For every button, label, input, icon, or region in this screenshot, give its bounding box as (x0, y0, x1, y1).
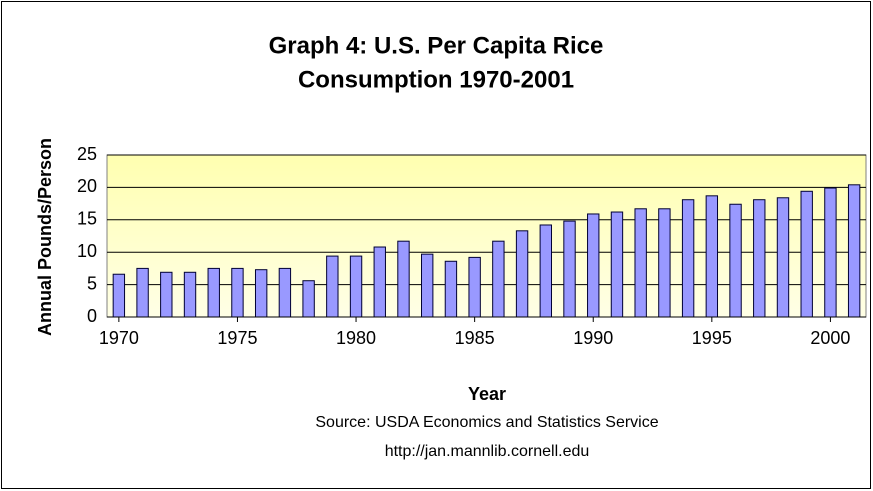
bar (847, 184, 861, 318)
chart-title: Consumption 1970-2001 (298, 66, 574, 93)
bar (421, 253, 434, 318)
bar (824, 187, 837, 318)
source-note: Source: USDA Economics and Statistics Se… (315, 414, 658, 431)
plot-area (106, 154, 867, 318)
bar (231, 267, 244, 318)
y-tick-label: 15 (77, 209, 97, 229)
x-tick-label: 1985 (455, 328, 495, 348)
bar (207, 267, 220, 318)
bar (326, 255, 339, 318)
bar (705, 195, 719, 318)
bar (278, 267, 292, 318)
bar (302, 280, 315, 318)
x-axis-label: Year (468, 384, 506, 404)
bar (610, 211, 624, 318)
bar (658, 208, 671, 318)
bar (254, 269, 268, 318)
bar (112, 273, 126, 318)
bar (753, 199, 766, 318)
bar (492, 240, 505, 318)
source-url: http://jan.mannlib.cornell.edu (385, 443, 590, 460)
bar (444, 260, 458, 318)
x-tick-label: 1995 (692, 328, 732, 348)
x-tick-label: 1970 (99, 328, 139, 348)
bar (634, 208, 647, 318)
bar (515, 230, 529, 318)
y-axis-label: Annual Pounds/Person (35, 138, 55, 336)
y-tick-label: 5 (87, 273, 97, 293)
y-tick-label: 0 (87, 306, 97, 326)
x-tick-label: 1980 (336, 328, 376, 348)
bar (373, 246, 386, 318)
y-tick-label: 10 (77, 241, 97, 261)
y-tick-label: 20 (77, 176, 97, 196)
x-tick-label: 1990 (573, 328, 613, 348)
bar (587, 213, 600, 318)
bar (729, 203, 742, 318)
bar (800, 190, 813, 318)
chart-title: Graph 4: U.S. Per Capita Rice (269, 32, 604, 59)
bar (539, 224, 552, 318)
x-tick-label: 2000 (810, 328, 850, 348)
bar (183, 271, 197, 318)
bar (468, 256, 481, 318)
bar (397, 240, 410, 318)
bar (563, 220, 576, 318)
bar (136, 267, 149, 318)
bar (776, 197, 790, 318)
y-tick-label: 25 (77, 144, 97, 164)
bar (349, 255, 363, 318)
bar (681, 199, 695, 318)
bar (160, 271, 173, 318)
x-tick-label: 1975 (217, 328, 257, 348)
